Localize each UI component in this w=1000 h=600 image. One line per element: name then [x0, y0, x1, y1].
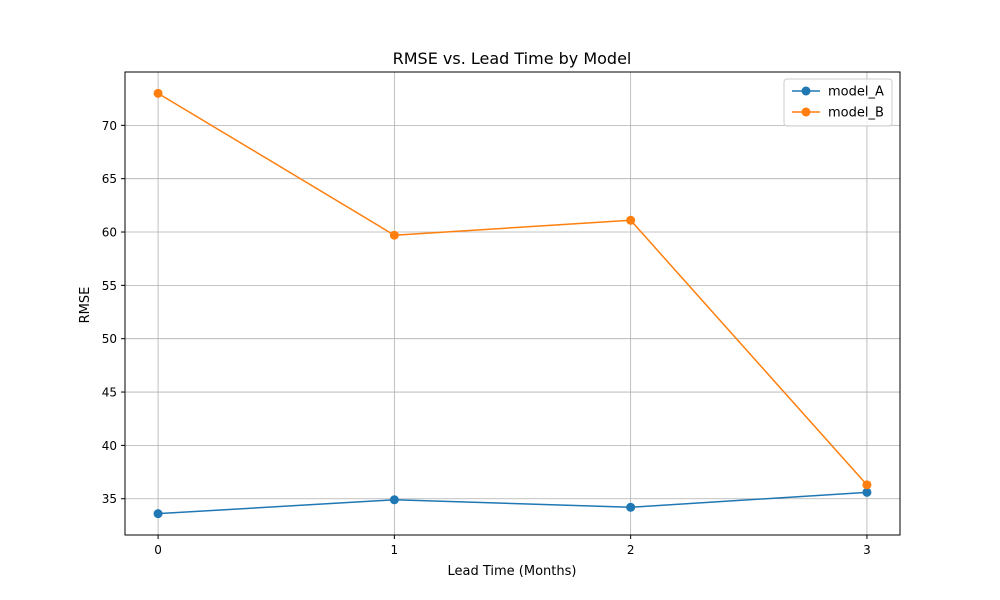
x-tick-label: 1: [391, 543, 399, 557]
y-tick-label: 40: [102, 439, 117, 453]
legend-label-model-b: model_B: [828, 106, 884, 121]
ticks: 0 1 2 3 35 40 45 50 55 60 65 70: [102, 119, 871, 557]
data-point-model-b: [153, 88, 163, 98]
data-point-model-b: [626, 215, 636, 225]
data-point-model-a: [862, 487, 872, 497]
x-tick-label: 0: [154, 543, 162, 557]
x-tick-label: 3: [863, 543, 871, 557]
x-axis-label: Lead Time (Months): [448, 564, 577, 579]
data-point-model-a: [153, 509, 163, 519]
data-point-model-a: [389, 495, 399, 505]
y-axis-label: RMSE: [78, 287, 93, 324]
data-point-model-a: [626, 502, 636, 512]
y-tick-label: 45: [102, 386, 117, 400]
data-point-model-b: [389, 230, 399, 240]
y-tick-label: 50: [102, 332, 117, 346]
chart-title: RMSE vs. Lead Time by Model: [393, 49, 632, 68]
data-point-model-b: [862, 480, 872, 490]
legend-marker-model-b: [801, 107, 811, 117]
y-tick-label: 70: [102, 119, 117, 133]
legend-marker-model-a: [801, 86, 811, 96]
series-line-model-b: [157, 92, 868, 486]
plot-frame: [124, 71, 901, 536]
y-tick-label: 55: [102, 279, 117, 293]
y-tick-label: 65: [102, 172, 117, 186]
y-tick-label: 35: [102, 492, 117, 506]
series-line-model-a: [158, 491, 867, 515]
legend-label-model-a: model_A: [828, 85, 884, 100]
y-tick-label: 60: [102, 226, 117, 240]
legend: model_A model_B: [783, 78, 893, 127]
grid: [125, 72, 900, 535]
series-group: [153, 88, 872, 519]
x-tick-label: 2: [627, 543, 635, 557]
